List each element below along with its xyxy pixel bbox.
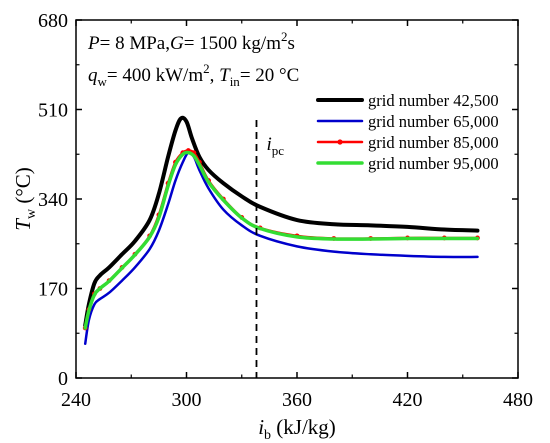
series-line-1 [83,115,480,328]
legend-label-3: grid number 85,000 [368,133,499,152]
y-axis-title: Tw (°C) [11,167,39,230]
conditions-line-1: P= 8 MPa,G= 1500 kg/m2s [87,29,295,54]
legend-label-4: grid number 95,000 [368,154,499,173]
series-line-2 [83,151,479,346]
y-tick-label: 680 [38,10,68,32]
legend-marker-3 [337,139,343,145]
x-tick-label: 300 [172,389,202,411]
conditions-line-2: qw= 400 kW/m2, Tin= 20 °C [88,61,299,89]
pseudocritical-label: ipc [266,134,284,158]
y-tick-label: 340 [38,189,68,211]
y-tick-label: 0 [58,368,68,390]
x-axis-title: ib (kJ/kg) [258,415,336,443]
legend: grid number 42,500 grid number 65,000 grid… [316,91,499,173]
legend-label-2: grid number 65,000 [368,112,499,131]
y-tick-label: 170 [38,279,68,301]
ticks-layer: 240 300 360 420 480 0 170 340 510 680 [38,10,533,411]
x-tick-label: 240 [61,389,91,411]
y-tick-label: 510 [38,100,68,122]
series-layer [82,115,480,346]
x-tick-label: 420 [393,389,423,411]
series-line-4 [83,150,480,330]
x-tick-label: 480 [503,389,533,411]
legend-label-1: grid number 42,500 [368,91,499,110]
x-tick-label: 360 [282,389,312,411]
